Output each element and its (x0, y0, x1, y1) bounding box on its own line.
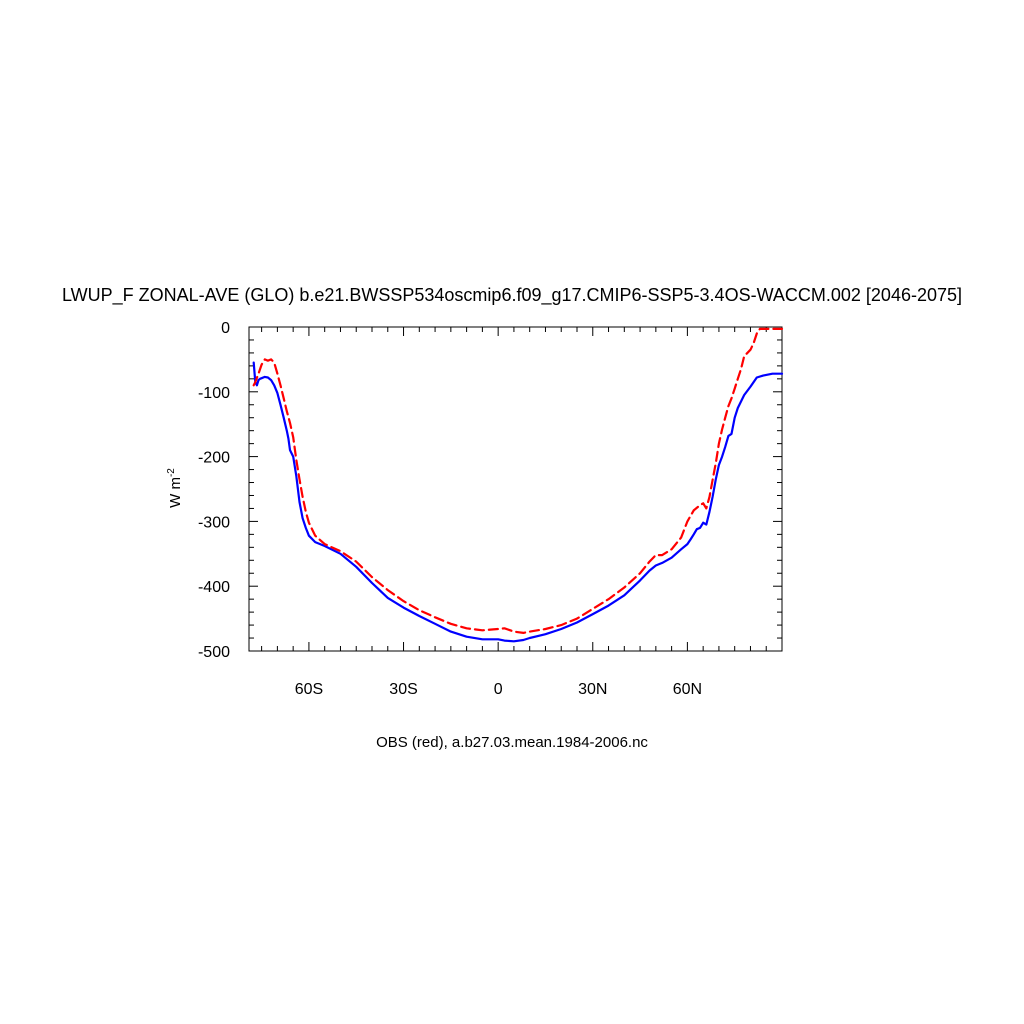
x-tick-label: 60N (673, 681, 702, 698)
y-axis-label-superscript: -2 (166, 468, 177, 477)
y-axis: 0 -100 -200 -300 -400 -500 (198, 320, 782, 661)
plot-frame (248, 326, 783, 652)
series-line-1 (252, 361, 784, 643)
y-axis-label-text: W m (167, 477, 184, 508)
x-tick-label: 30N (578, 681, 607, 698)
x-axis: 60S 30S 0 30N 60N (261, 327, 783, 698)
chart-caption: OBS (red), a.b27.03.mean.1984-2006.nc (376, 734, 648, 751)
x-tick-label: 30S (389, 681, 417, 698)
series-line-2 (252, 327, 784, 635)
chart-title: LWUP_F ZONAL-AVE (GLO) b.e21.BWSSP534osc… (62, 285, 962, 306)
x-tick-label: 60S (295, 681, 323, 698)
y-tick-label: -400 (198, 579, 230, 596)
y-tick-label: -100 (198, 385, 230, 402)
y-tick-label: -500 (198, 644, 230, 661)
y-tick-label: -300 (198, 514, 230, 531)
y-tick-label: -200 (198, 450, 230, 467)
y-tick-label: 0 (221, 320, 230, 337)
x-tick-label: 0 (494, 681, 503, 698)
series-layer (252, 327, 784, 643)
y-axis-label: W m-2 (166, 468, 184, 508)
plot-border (248, 326, 783, 652)
